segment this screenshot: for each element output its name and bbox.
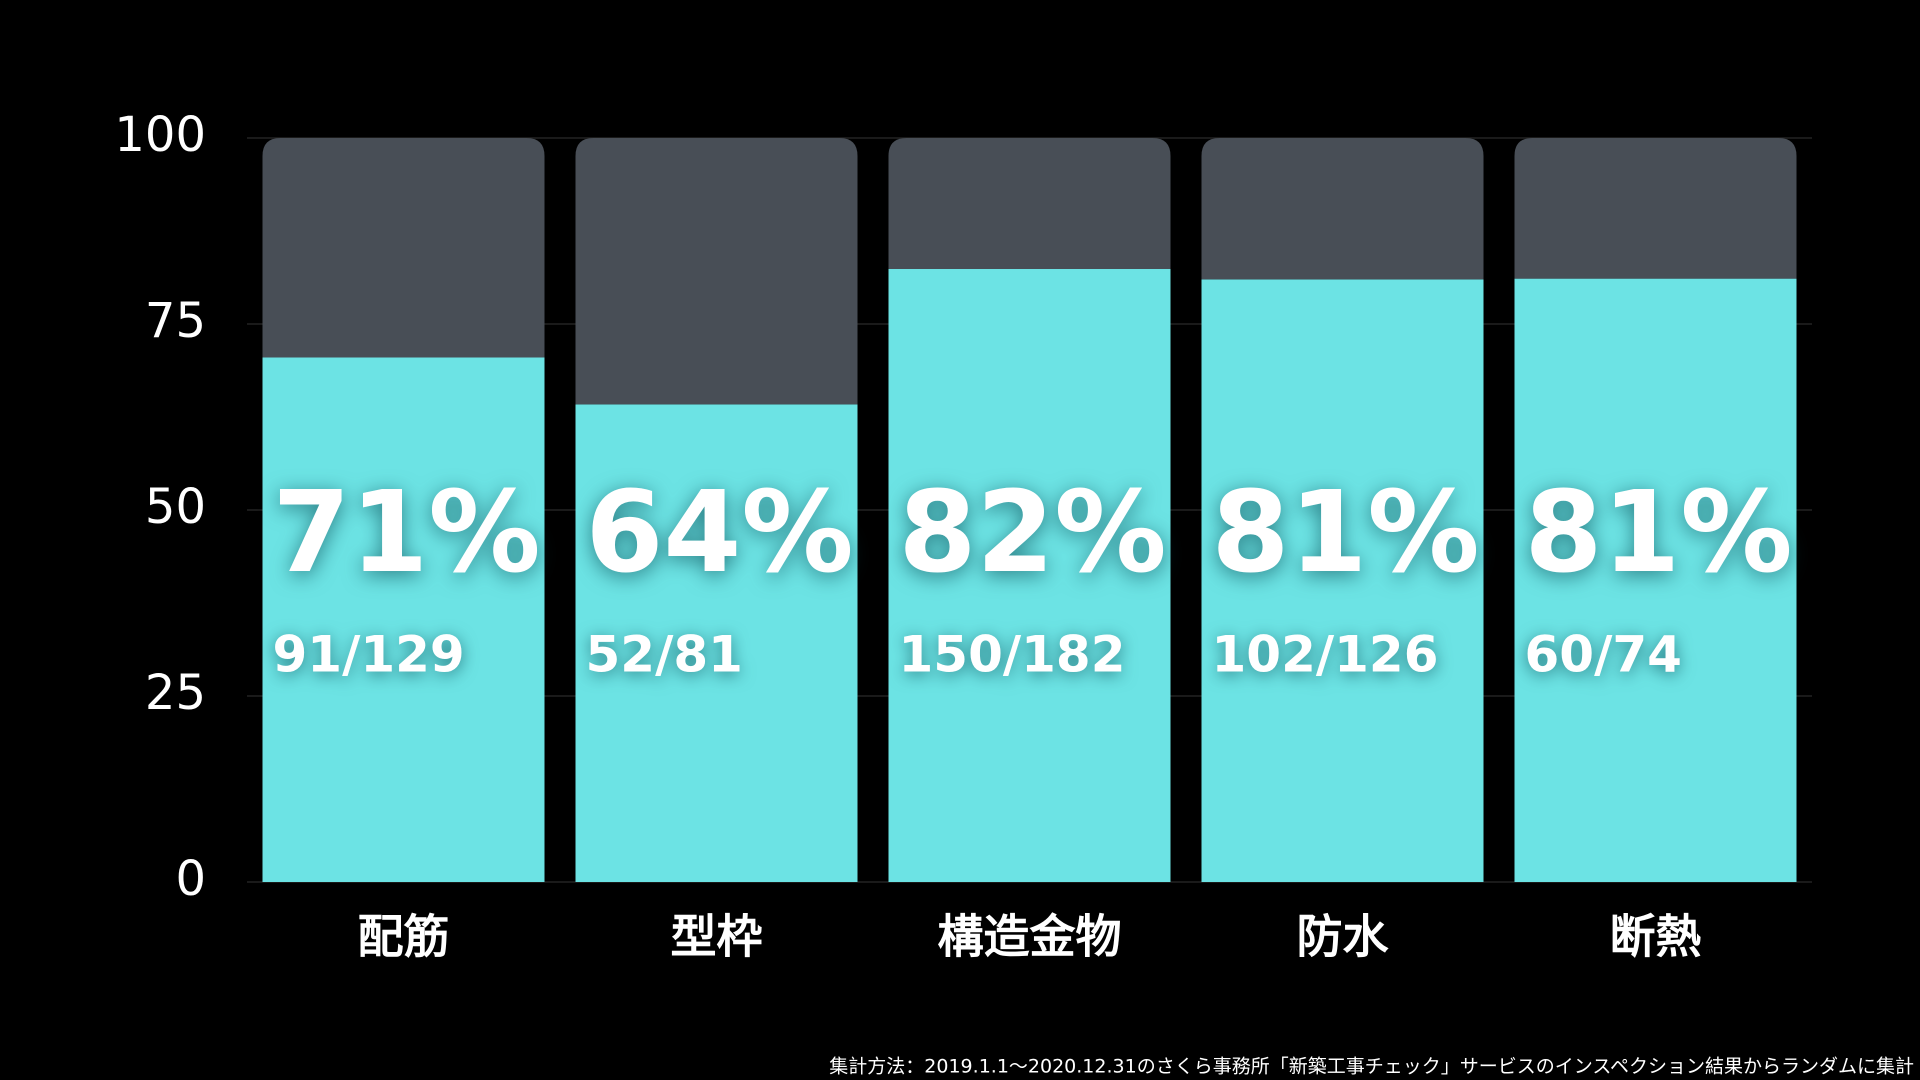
- value-label: 81%: [1525, 468, 1793, 598]
- x-tick-label: 構造金物: [938, 910, 1122, 964]
- count-label: 52/81: [586, 626, 743, 684]
- count-label: 150/182: [899, 626, 1126, 684]
- footnote: 集計方法：2019.1.1〜2020.12.31のさくら事務所「新築工事チェック…: [829, 1056, 1914, 1078]
- bar-segment: [575, 404, 858, 882]
- bar-segment: [1514, 138, 1797, 279]
- bar-segment: [575, 138, 858, 405]
- bar-segment: [1514, 278, 1797, 883]
- bar-segment: [1201, 279, 1484, 882]
- x-tick-label: 断熱: [1610, 910, 1702, 964]
- bar-segment: [262, 357, 545, 883]
- value-label: 81%: [1212, 468, 1480, 598]
- y-tick-label: 50: [145, 479, 206, 535]
- y-tick-label: 25: [145, 665, 206, 721]
- x-tick-label: 防水: [1297, 910, 1390, 964]
- y-tick-label: 0: [175, 851, 206, 907]
- bar-segment: [1201, 138, 1484, 280]
- bar-segment: [888, 138, 1171, 269]
- y-tick-label: 100: [114, 107, 206, 163]
- value-label: 82%: [899, 468, 1167, 598]
- value-label: 64%: [586, 468, 854, 598]
- bar-segment: [888, 268, 1171, 883]
- count-label: 60/74: [1525, 626, 1682, 684]
- x-tick-label: 配筋: [358, 910, 450, 964]
- count-label: 91/129: [273, 626, 465, 684]
- x-tick-label: 型枠: [671, 910, 763, 964]
- y-tick-label: 75: [145, 293, 206, 349]
- value-label: 71%: [273, 468, 541, 598]
- count-label: 102/126: [1212, 626, 1439, 684]
- bar-segment: [262, 138, 545, 358]
